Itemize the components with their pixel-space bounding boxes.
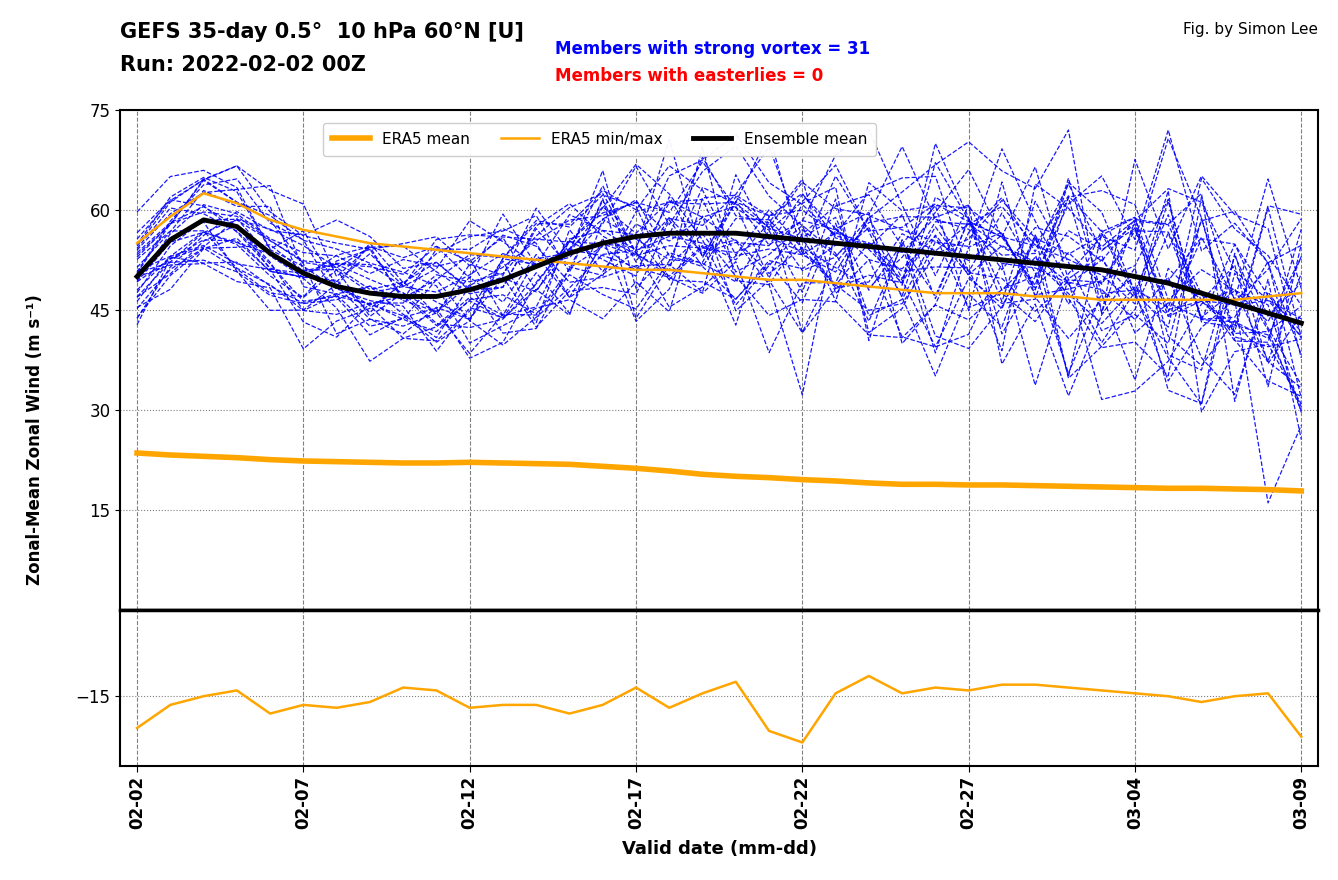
Text: Members with easterlies = 0: Members with easterlies = 0	[555, 67, 823, 84]
Text: Run: 2022-02-02 00Z: Run: 2022-02-02 00Z	[120, 55, 367, 75]
X-axis label: Valid date (mm-dd): Valid date (mm-dd)	[622, 840, 816, 858]
Text: Zonal-Mean Zonal Wind (m s⁻¹): Zonal-Mean Zonal Wind (m s⁻¹)	[25, 295, 44, 585]
Legend: ERA5 mean, ERA5 min/max, Ensemble mean: ERA5 mean, ERA5 min/max, Ensemble mean	[322, 122, 876, 156]
Text: GEFS 35-day 0.5°  10 hPa 60°N [U]: GEFS 35-day 0.5° 10 hPa 60°N [U]	[120, 22, 524, 42]
Text: Members with strong vortex = 31: Members with strong vortex = 31	[555, 40, 871, 57]
Text: Fig. by Simon Lee: Fig. by Simon Lee	[1183, 22, 1318, 37]
